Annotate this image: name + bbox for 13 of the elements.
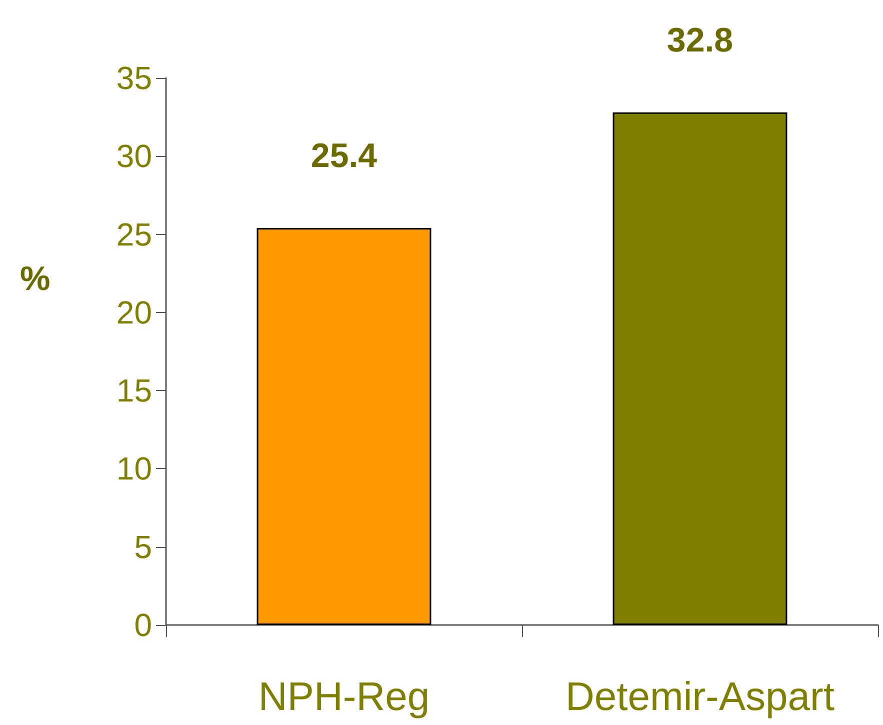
data-label: 25.4 xyxy=(310,137,378,176)
y-axis-title: % xyxy=(20,260,50,298)
y-tick-label: 20 xyxy=(116,294,152,330)
y-tick-label: 30 xyxy=(116,138,152,174)
data-label: 32.8 xyxy=(666,21,734,60)
x-tick-label: NPH-Reg xyxy=(258,675,430,719)
y-tick-label: 15 xyxy=(116,372,152,409)
y-tick-label: 0 xyxy=(134,607,152,643)
y-tick-label: 25 xyxy=(116,216,152,252)
y-tick-label: 35 xyxy=(116,60,152,96)
y-tick-label: 10 xyxy=(116,450,152,487)
x-tick-label: Detemir-Aspart xyxy=(566,675,834,719)
y-tick-label: 5 xyxy=(134,528,152,565)
